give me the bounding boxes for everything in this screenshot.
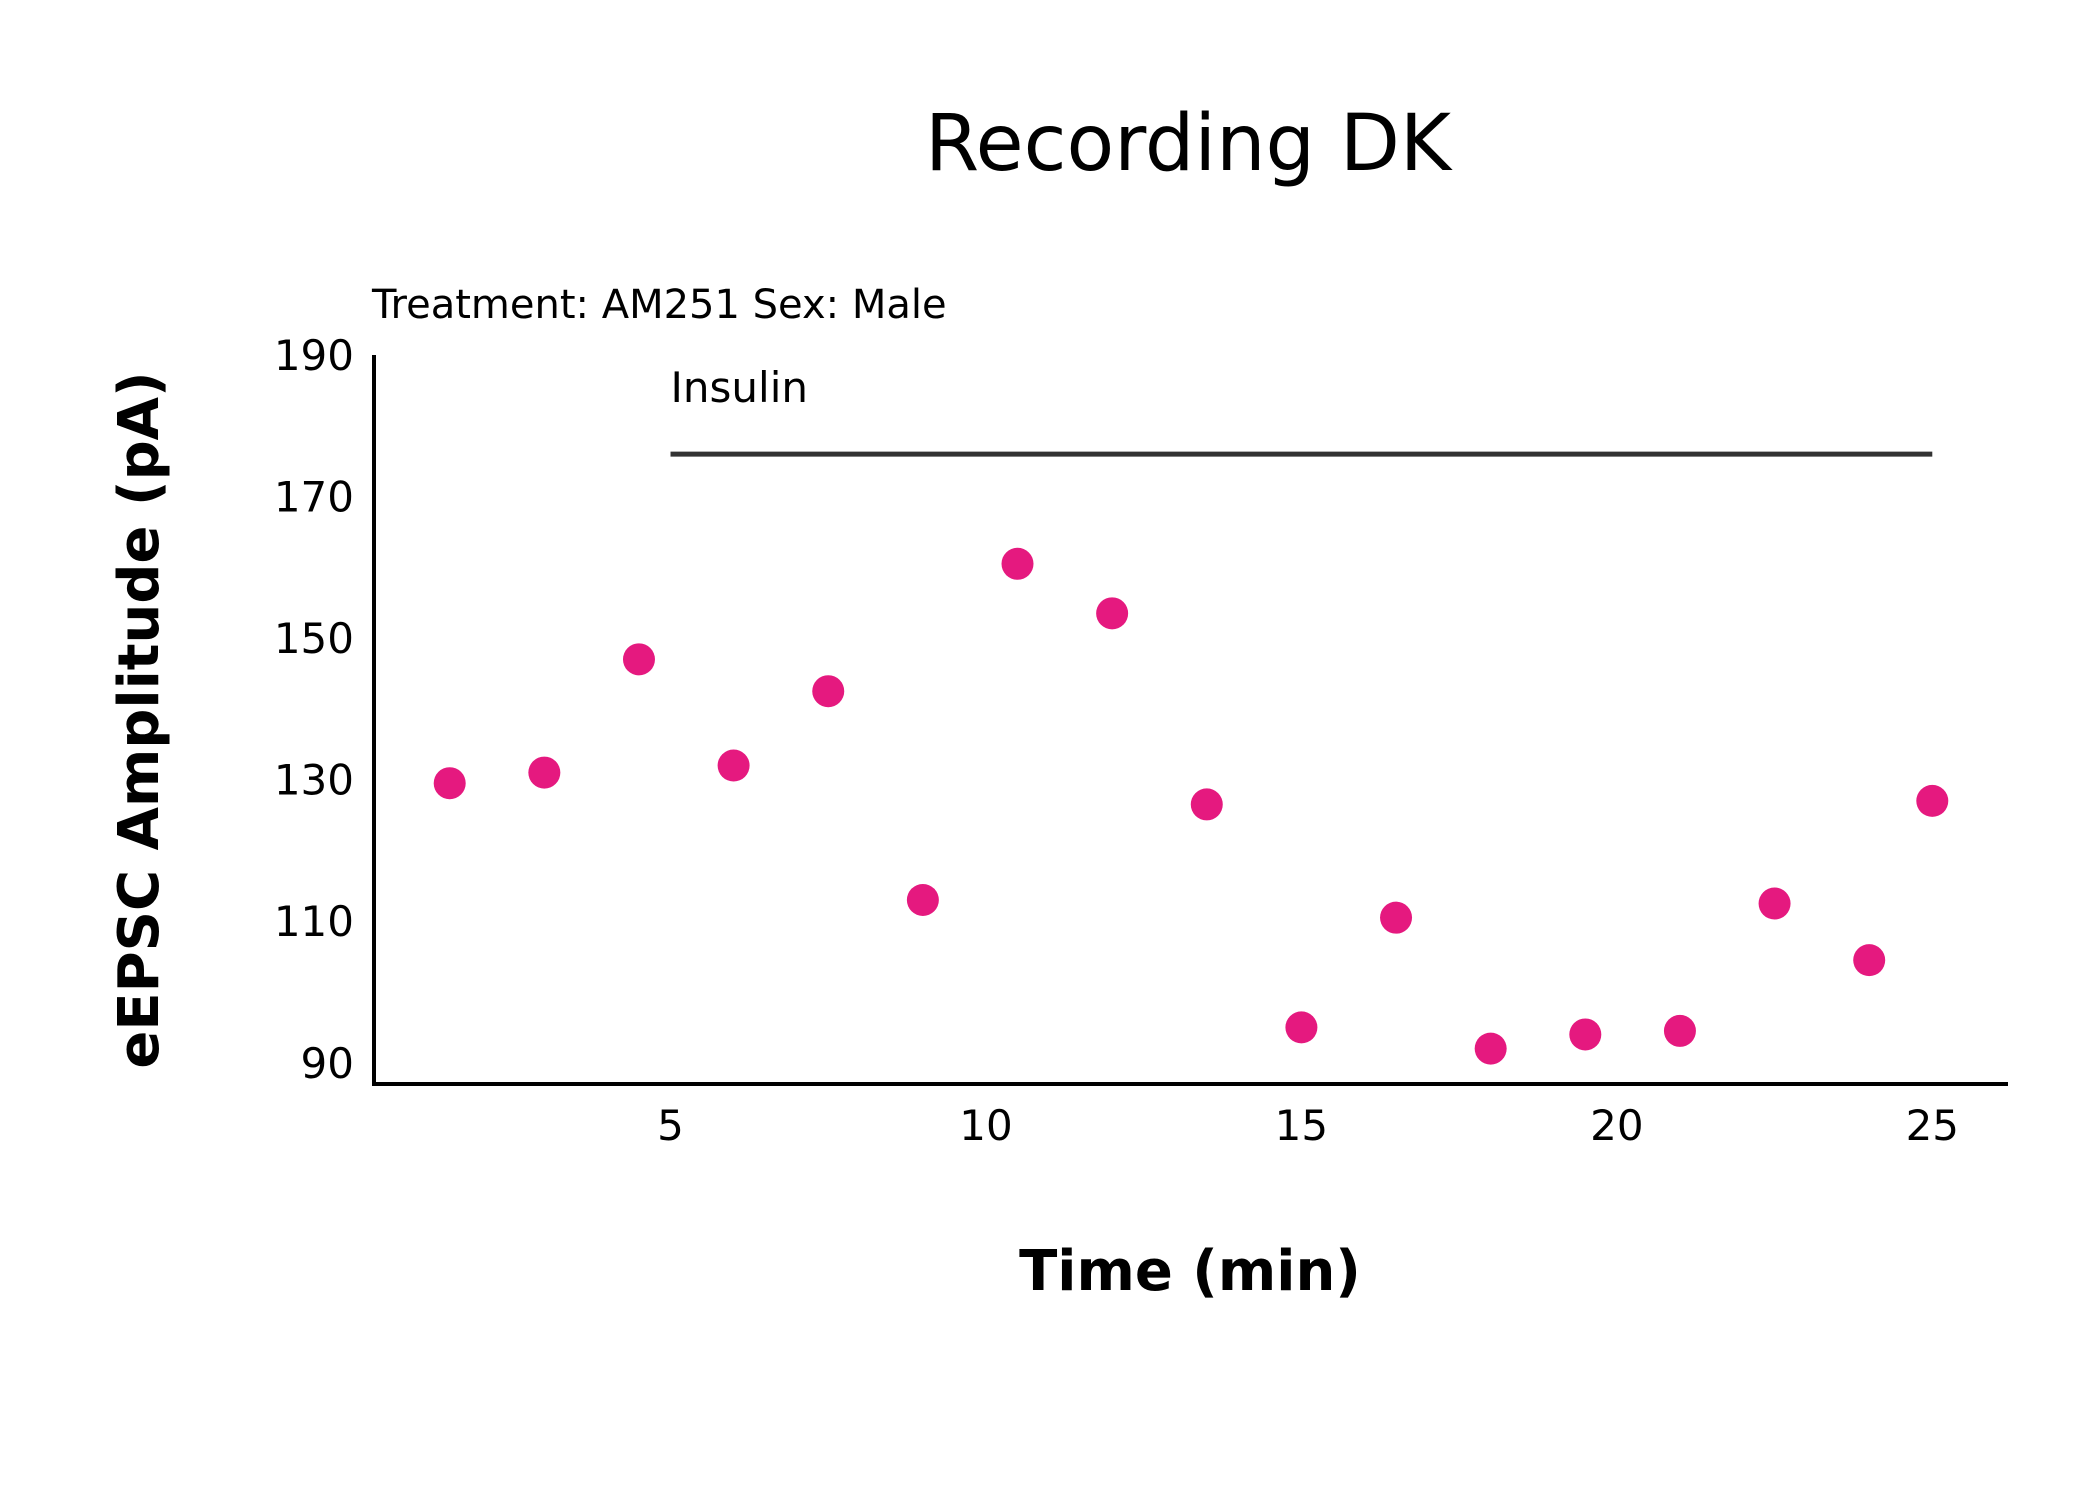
- chart-title: Recording DK: [925, 99, 1453, 189]
- data-point: [1916, 784, 1949, 817]
- data-point: [1474, 1032, 1507, 1065]
- y-tick-label: 110: [274, 897, 354, 946]
- insulin-label: Insulin: [671, 363, 808, 412]
- data-point: [1663, 1014, 1696, 1047]
- data-point: [1096, 597, 1129, 630]
- y-tick-labels: 90 110 130 150 170 190: [274, 331, 354, 1088]
- data-point: [1853, 944, 1886, 977]
- x-tick-label: 10: [959, 1101, 1012, 1150]
- data-point: [812, 675, 845, 708]
- y-axis-label: eEPSC Amplitude (pA): [107, 371, 172, 1068]
- data-point: [433, 767, 466, 800]
- y-tick-label: 190: [274, 331, 354, 380]
- data-point: [1190, 788, 1223, 821]
- data-points: [433, 547, 1949, 1065]
- data-point: [717, 749, 750, 782]
- data-point: [1001, 547, 1034, 580]
- y-tick-label: 150: [274, 614, 354, 663]
- data-point: [1758, 887, 1791, 920]
- x-tick-labels: 5 10 15 20 25: [657, 1101, 1959, 1150]
- data-point: [622, 643, 655, 676]
- y-tick-label: 170: [274, 473, 354, 522]
- data-point: [528, 756, 561, 789]
- data-point: [1285, 1011, 1318, 1044]
- data-point: [1380, 901, 1413, 934]
- y-tick-label: 130: [274, 756, 354, 805]
- data-point: [906, 883, 939, 916]
- x-tick-label: 25: [1906, 1101, 1959, 1150]
- x-axis-label: Time (min): [1019, 1239, 1361, 1304]
- y-tick-label: 90: [301, 1039, 354, 1088]
- x-tick-label: 20: [1590, 1101, 1643, 1150]
- data-point: [1569, 1018, 1602, 1051]
- x-tick-label: 15: [1275, 1101, 1328, 1150]
- chart-subtitle: Treatment: AM251 Sex: Male: [371, 282, 947, 328]
- x-tick-label: 5: [657, 1101, 684, 1150]
